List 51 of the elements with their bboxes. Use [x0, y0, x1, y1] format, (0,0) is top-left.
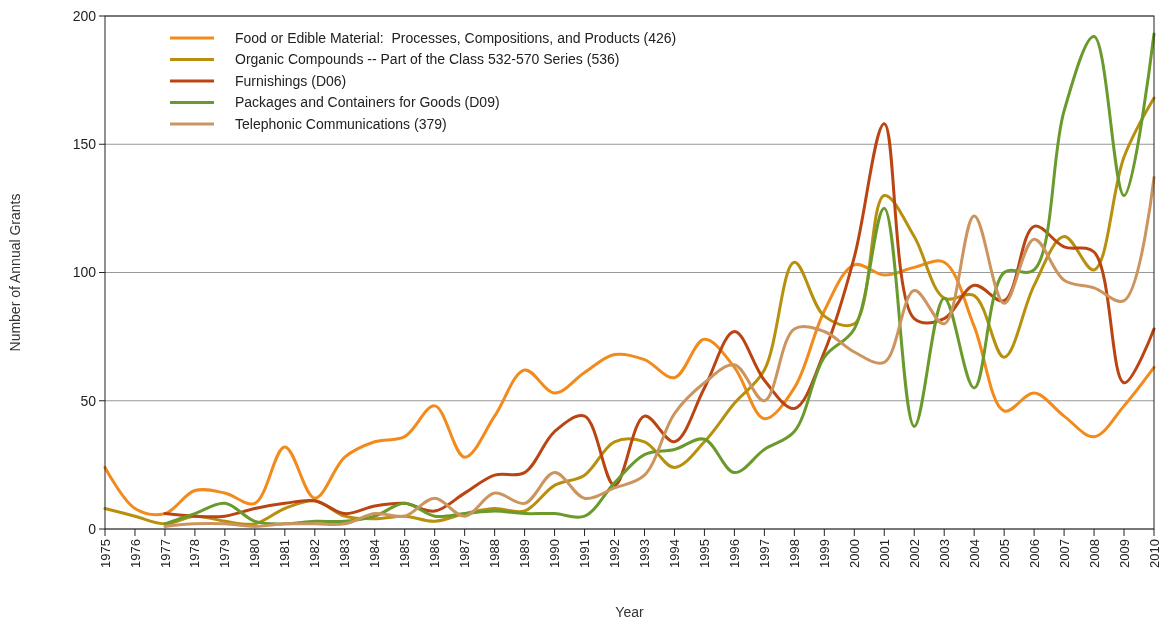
x-tick-label: 2006 [1026, 539, 1042, 568]
x-tick-label: 2000 [846, 539, 862, 568]
legend-label: Packages and Containers for Goods (D09) [235, 94, 500, 111]
x-tick-label: 1977 [157, 539, 173, 568]
x-tick-label: 2003 [936, 539, 952, 568]
line-series [163, 32, 1156, 526]
legend-label: Food or Edible Material: Processes, Compositions, and Products (426) [235, 29, 677, 46]
x-tick-label: 2007 [1056, 539, 1072, 568]
x-tick-label: 2002 [906, 539, 922, 568]
x-tick-label: 1998 [786, 539, 802, 568]
y-tick-label: 50 [80, 392, 97, 409]
x-tick-label: 1990 [547, 539, 563, 568]
x-tick-label: 2004 [966, 539, 982, 568]
line-series [163, 176, 1156, 528]
y-axis-title: Number of Annual Grants [7, 193, 23, 352]
x-tick-label: 1978 [187, 539, 203, 568]
line-series [103, 259, 1156, 516]
x-tick-label: 1992 [607, 539, 623, 568]
x-tick-label: 1976 [127, 539, 143, 568]
x-tick-label: 2001 [876, 539, 892, 568]
x-tick-label: 1991 [577, 539, 593, 568]
x-tick-label: 1987 [457, 539, 473, 568]
x-tick-label: 1984 [367, 539, 383, 568]
x-tick-label: 1983 [337, 539, 353, 568]
x-tick-label: 1997 [756, 539, 772, 568]
legend-label: Telephonic Communications (379) [235, 115, 447, 132]
x-tick-label: 1982 [307, 539, 323, 568]
x-tick-label: 1986 [427, 539, 443, 568]
x-tick-label: 1981 [277, 539, 293, 568]
x-tick-label: 1988 [487, 539, 503, 568]
x-tick-label: 2008 [1086, 539, 1102, 568]
y-tick-label: 0 [88, 520, 97, 537]
x-tick-label: 2009 [1116, 539, 1132, 568]
x-tick-label: 2010 [1146, 539, 1162, 568]
x-axis-title: Year [615, 604, 644, 620]
x-tick-label: 1980 [247, 539, 263, 568]
x-tick-label: 1995 [696, 539, 712, 568]
y-tick-label: 200 [72, 7, 97, 24]
y-tick-label: 150 [72, 136, 97, 153]
legend-label: Organic Compounds -- Part of the Class 532-570 Series (536) [235, 51, 620, 68]
x-tick-label: 1985 [397, 539, 413, 568]
y-tick-label: 100 [72, 264, 97, 281]
x-tick-label: 2005 [996, 539, 1012, 568]
x-tick-label: 1996 [726, 539, 742, 568]
x-tick-label: 1993 [637, 539, 653, 568]
x-tick-label: 1975 [97, 539, 113, 568]
x-tick-label: 1979 [217, 539, 233, 568]
x-tick-label: 1999 [816, 539, 832, 568]
x-tick-label: 1994 [667, 539, 683, 568]
x-tick-label: 1989 [517, 539, 533, 568]
legend-label: Furnishings (D06) [235, 72, 347, 89]
